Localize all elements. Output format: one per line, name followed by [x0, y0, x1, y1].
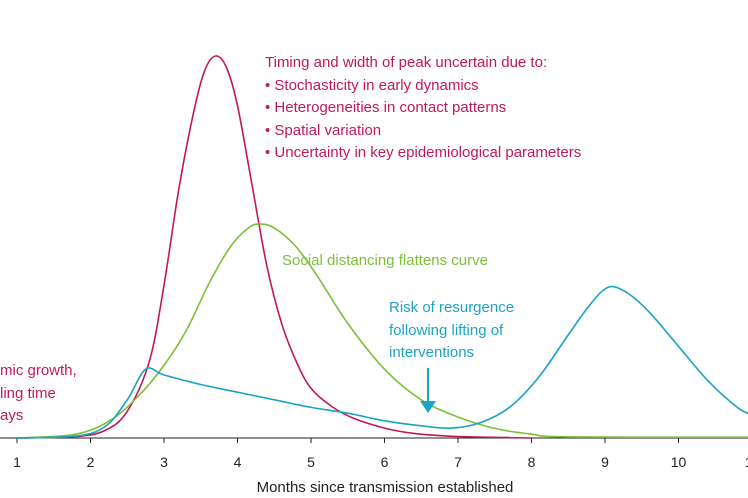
peak-uncertainty-item: Heterogeneities in contact patterns [265, 97, 581, 120]
resurgence-line: interventions [389, 344, 475, 361]
x-tick-label: 7 [454, 454, 462, 470]
social-distancing-line [16, 223, 748, 439]
x-axis-label: Months since transmission established [256, 479, 514, 496]
peak-uncertainty-item: Stochasticity in early dynamics [265, 75, 581, 98]
resurgence-annotation: Risk of resurgence following lifting of … [389, 297, 514, 365]
resurgence-arrow [420, 368, 436, 413]
growth-annotation: mic growth, ling time ays [0, 360, 77, 428]
growth-line: ling time [0, 384, 56, 402]
x-tick-label: 1 [13, 454, 21, 470]
x-tick-label: 4 [234, 454, 242, 470]
peak-uncertainty-title: Timing and width of peak uncertain due t… [265, 54, 548, 71]
x-tick-label: 10 [671, 454, 687, 470]
series-lines [16, 55, 748, 439]
distancing-annotation: Social distancing flattens curve [282, 252, 488, 269]
growth-line: mic growth, [0, 362, 77, 379]
x-tick-label: 9 [601, 454, 609, 470]
resurgence-line: following lifting of [389, 321, 504, 339]
peak-uncertainty-item: Spatial variation [265, 120, 581, 143]
resurgence-line-series [16, 285, 748, 439]
x-tick-label: 2 [87, 454, 95, 470]
peak-uncertainty-item: Uncertainty in key epidemiological param… [265, 142, 581, 165]
x-tick-label: 3 [160, 454, 168, 470]
arrow-head [420, 401, 436, 413]
x-tick-label: 5 [307, 454, 315, 470]
growth-line: ays [0, 407, 24, 424]
peak-uncertainty-annotation: Timing and width of peak uncertain due t… [265, 52, 581, 165]
resurgence-line: Risk of resurgence [389, 299, 515, 316]
x-tick-label: 8 [528, 454, 536, 470]
x-tick-label: 6 [381, 454, 389, 470]
x-axis-ticks: 1 2 3 4 5 6 7 8 9 10 11 [13, 438, 748, 470]
x-tick-label: 11 [745, 454, 748, 470]
